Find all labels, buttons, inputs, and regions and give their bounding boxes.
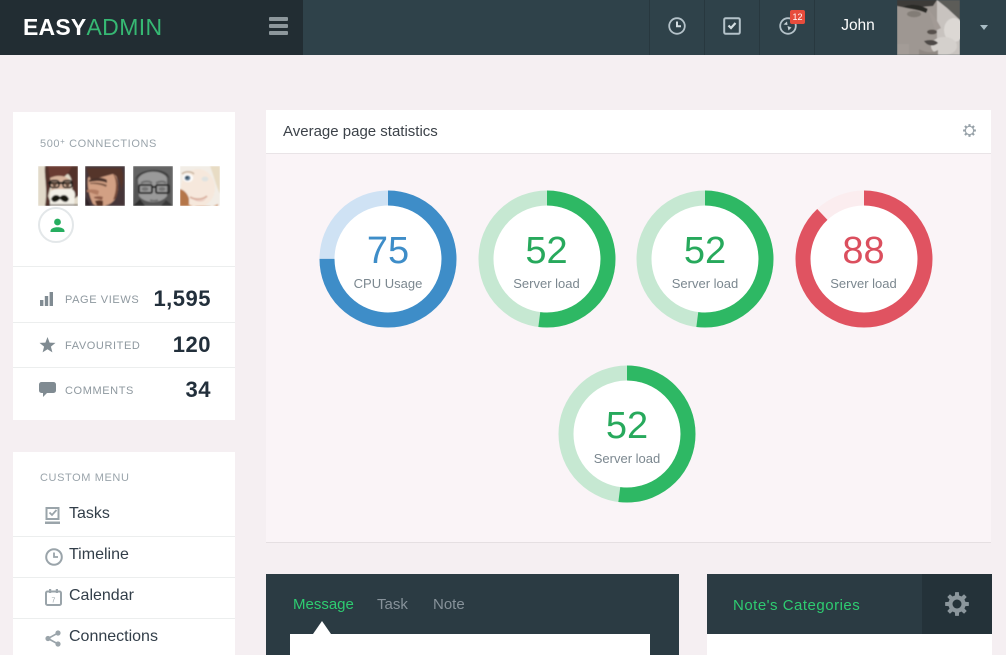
svg-text:7: 7 (52, 598, 56, 605)
